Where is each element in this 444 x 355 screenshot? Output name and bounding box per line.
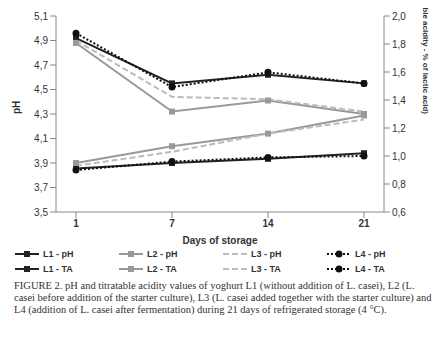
svg-text:1: 1 bbox=[73, 218, 79, 229]
svg-text:4,5: 4,5 bbox=[34, 84, 48, 95]
html-text:L1 - TA: L1 - TA bbox=[43, 263, 73, 274]
html-text:L3 - TA: L3 - TA bbox=[251, 263, 281, 274]
svg-text:0,8: 0,8 bbox=[392, 179, 406, 190]
svg-text:1,8: 1,8 bbox=[392, 39, 406, 50]
html-text:L2 - pH: L2 - pH bbox=[147, 248, 178, 259]
html-text:L4 - TA: L4 - TA bbox=[355, 263, 385, 274]
svg-text:5,1: 5,1 bbox=[34, 11, 48, 22]
html-text:L2 - TA: L2 - TA bbox=[147, 263, 177, 274]
svg-text:3,7: 3,7 bbox=[34, 182, 48, 193]
svg-text:3,9: 3,9 bbox=[34, 158, 48, 169]
html-text:L3 - pH: L3 - pH bbox=[251, 248, 282, 259]
svg-text:1,2: 1,2 bbox=[392, 123, 406, 134]
svg-text:21: 21 bbox=[358, 218, 370, 229]
svg-text:1,0: 1,0 bbox=[392, 151, 406, 162]
svg-text:7: 7 bbox=[169, 218, 175, 229]
svg-text:4,1: 4,1 bbox=[34, 133, 48, 144]
svg-text:4,9: 4,9 bbox=[34, 35, 48, 46]
html-text:L4 - pH: L4 - pH bbox=[355, 248, 386, 259]
svg-text:Days of storage: Days of storage bbox=[182, 235, 257, 246]
svg-text:4,7: 4,7 bbox=[34, 60, 48, 71]
svg-text:TA (Titratable acidity - % of: TA (Titratable acidity - % of lactic aci… bbox=[421, 8, 430, 114]
svg-text:2,0: 2,0 bbox=[392, 11, 406, 22]
svg-text:3,5: 3,5 bbox=[34, 207, 48, 218]
svg-text:4,3: 4,3 bbox=[34, 109, 48, 120]
svg-text:14: 14 bbox=[262, 218, 274, 229]
svg-text:1,4: 1,4 bbox=[392, 95, 406, 106]
svg-text:0,6: 0,6 bbox=[392, 207, 406, 218]
html-text:FIGURE 2. pH and titratable ac: FIGURE 2. pH and titratable acidity valu… bbox=[14, 280, 432, 315]
svg-text:pH: pH bbox=[11, 101, 22, 114]
html-text:L1 - pH: L1 - pH bbox=[43, 248, 74, 259]
svg-text:1,6: 1,6 bbox=[392, 67, 406, 78]
